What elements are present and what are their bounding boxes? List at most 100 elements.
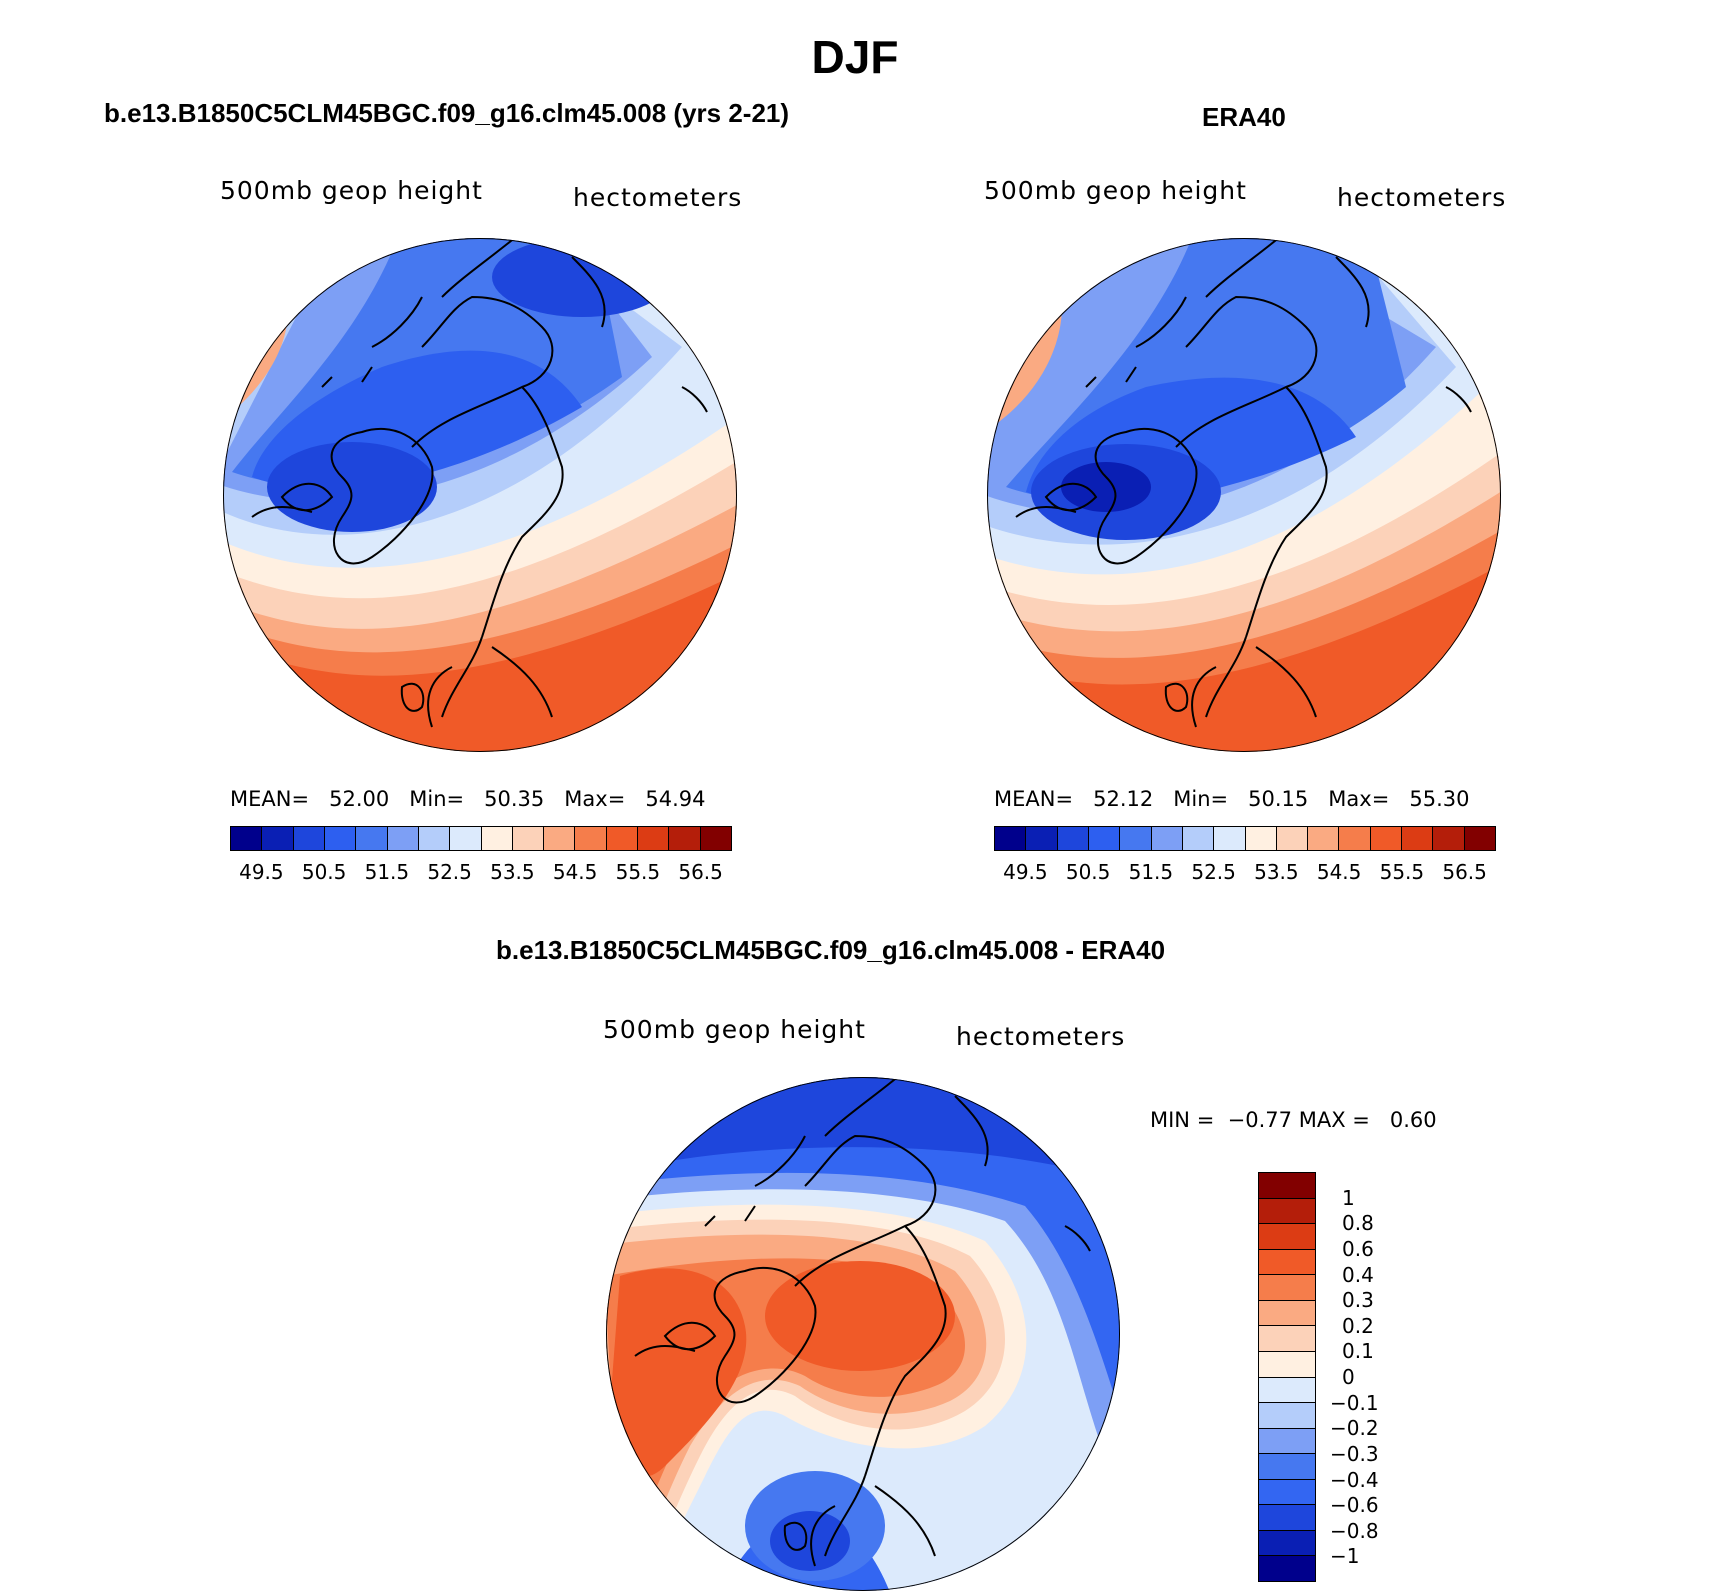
model-variable-label: 500mb geop height (220, 176, 483, 205)
colorbar-tick-label: −0.2 (1330, 1416, 1379, 1441)
colorbar-tick-label: −1 (1330, 1544, 1360, 1569)
obs-variable-label: 500mb geop height (984, 176, 1247, 205)
colorbar-tick-label: 0.3 (1342, 1288, 1374, 1313)
colorbar-swatch (700, 827, 731, 850)
colorbar-tick-label: −0.1 (1330, 1390, 1379, 1415)
colorbar-swatch (1120, 827, 1152, 850)
colorbar-tick-label: −0.4 (1330, 1467, 1379, 1492)
colorbar-swatch (231, 827, 263, 850)
colorbar-swatch (512, 827, 545, 850)
colorbar-tick-label: 1 (1342, 1185, 1355, 1210)
colorbar-tick-label: 0.4 (1342, 1262, 1374, 1287)
obs-max-label: Max= (1328, 787, 1390, 811)
obs-units-label: hectometers (1337, 183, 1507, 212)
colorbar-swatch (606, 827, 639, 850)
colorbar-swatch (1339, 827, 1371, 850)
colorbar-swatch (1464, 827, 1495, 850)
colorbar-swatch (1259, 1377, 1315, 1404)
colorbar-swatch (1259, 1173, 1315, 1199)
obs-max-value: 55.30 (1409, 787, 1470, 811)
model-max-label: Max= (564, 787, 626, 811)
obs-min-value: 50.15 (1248, 787, 1309, 811)
colorbar-swatch (356, 827, 388, 850)
colorbar-tick-label: 50.5 (301, 860, 347, 884)
diff-polar-map (606, 1077, 1120, 1591)
colorbar-tick-label: 0.2 (1342, 1313, 1374, 1338)
diff-colorbar (1258, 1172, 1316, 1582)
model-colorbar (230, 826, 732, 851)
colorbar-tick-label: 51.5 (364, 860, 410, 884)
diff-panel-title: b.e13.B1850C5CLM45BGC.f09_g16.clm45.008 … (496, 935, 1166, 965)
colorbar-swatch (1259, 1224, 1315, 1250)
colorbar-swatch (450, 827, 482, 850)
obs-polar-map (987, 238, 1501, 752)
colorbar-swatch (1259, 1505, 1315, 1531)
model-max-value: 54.94 (645, 787, 706, 811)
colorbar-swatch (1057, 827, 1089, 850)
colorbar-tick-label: 56.5 (678, 860, 723, 884)
colorbar-swatch (1214, 827, 1246, 850)
colorbar-tick-label: 53.5 (490, 860, 535, 884)
colorbar-tick-label: 0 (1342, 1365, 1355, 1389)
colorbar-swatch (575, 827, 607, 850)
colorbar-tick-label: −0.6 (1330, 1493, 1379, 1518)
obs-stats: MEAN= 52.12 Min= 50.15 Max= 55.30 (994, 787, 1469, 811)
colorbar-swatch (1026, 827, 1058, 850)
colorbar-swatch (1259, 1479, 1315, 1506)
colorbar-swatch (1088, 827, 1121, 850)
diff-variable-label: 500mb geop height (603, 1015, 866, 1044)
colorbar-tick-label: 56.5 (1442, 860, 1487, 884)
obs-low-core (1061, 462, 1151, 512)
colorbar-swatch (669, 827, 701, 850)
obs-mean-label: MEAN= (994, 787, 1074, 811)
colorbar-swatch (481, 827, 513, 850)
model-mean-value: 52.00 (329, 787, 390, 811)
colorbar-swatch (1151, 827, 1183, 850)
colorbar-tick-label: 54.5 (1316, 860, 1362, 884)
colorbar-swatch (995, 827, 1027, 850)
colorbar-swatch (1259, 1428, 1315, 1455)
colorbar-swatch (1308, 827, 1340, 850)
colorbar-swatch (1259, 1300, 1315, 1327)
diff-max-value: 0.60 (1389, 1108, 1437, 1132)
model-panel-title: b.e13.B1850C5CLM45BGC.f09_g16.clm45.008 … (104, 98, 790, 128)
colorbar-swatch (1402, 827, 1434, 850)
colorbar-swatch (1259, 1275, 1315, 1301)
colorbar-swatch (1259, 1530, 1315, 1557)
model-units-label: hectometers (573, 183, 743, 212)
diff-stats: MIN = −0.77 MAX = 0.60 (1150, 1108, 1437, 1132)
diff-units-label: hectometers (956, 1022, 1126, 1051)
obs-min-label: Min= (1173, 787, 1229, 811)
colorbar-swatch (1433, 827, 1465, 850)
colorbar-tick-label: 49.5 (239, 860, 284, 884)
colorbar-tick-label: 50.5 (1065, 860, 1111, 884)
obs-colorbar-ticks: 49.5 50.5 51.5 52.5 53.5 54.5 55.5 56.5 (994, 860, 1496, 886)
colorbar-tick-label: 49.5 (1003, 860, 1048, 884)
colorbar-tick-label: 0.1 (1342, 1339, 1374, 1364)
colorbar-swatch (1245, 827, 1277, 850)
model-min-value: 50.35 (484, 787, 545, 811)
colorbar-tick-label: 55.5 (615, 860, 661, 884)
colorbar-swatch (262, 827, 294, 850)
model-low-pacific (492, 238, 672, 317)
diff-high-west (610, 1268, 747, 1477)
diff-low-core (770, 1511, 850, 1571)
diff-min-label: MIN = (1150, 1108, 1215, 1132)
model-min-label: Min= (409, 787, 465, 811)
colorbar-swatch (1259, 1326, 1315, 1352)
colorbar-swatch (1259, 1249, 1315, 1276)
main-title: DJF (811, 31, 899, 83)
model-mean-label: MEAN= (230, 787, 310, 811)
colorbar-tick-label: 55.5 (1379, 860, 1425, 884)
model-low-west (267, 442, 437, 532)
colorbar-swatch (387, 827, 419, 850)
colorbar-swatch (324, 827, 357, 850)
colorbar-tick-label: −0.3 (1330, 1441, 1379, 1466)
model-stats: MEAN= 52.00 Min= 50.35 Max= 54.94 (230, 787, 705, 811)
colorbar-swatch (1259, 1403, 1315, 1429)
diff-max-label: MAX = (1298, 1108, 1370, 1132)
obs-colorbar (994, 826, 1496, 851)
diff-high-east (765, 1261, 955, 1371)
model-polar-map (223, 238, 737, 752)
model-colorbar-ticks: 49.5 50.5 51.5 52.5 53.5 54.5 55.5 56.5 (230, 860, 732, 886)
